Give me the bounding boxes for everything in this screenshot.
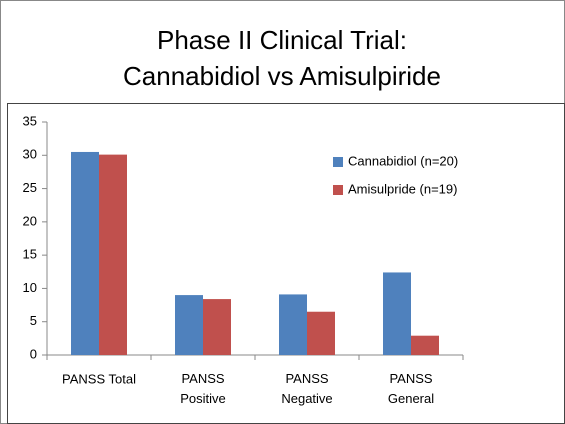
bar bbox=[175, 295, 203, 355]
y-tick-label: 0 bbox=[30, 346, 37, 361]
y-tick-label: 10 bbox=[23, 280, 37, 295]
legend-swatch bbox=[333, 157, 343, 167]
bar bbox=[411, 335, 439, 355]
bar bbox=[71, 151, 99, 355]
y-tick-label: 15 bbox=[23, 247, 37, 262]
bar bbox=[203, 299, 231, 355]
bar bbox=[307, 311, 335, 355]
x-tick-label: PANSS Positive bbox=[180, 371, 226, 406]
x-tick-label: PANSS General bbox=[388, 371, 434, 406]
bar bbox=[383, 272, 411, 355]
y-tick-label: 25 bbox=[23, 180, 37, 195]
bar bbox=[99, 154, 127, 355]
y-tick-label: 5 bbox=[30, 313, 37, 328]
y-tick-label: 35 bbox=[23, 113, 37, 128]
legend-label: Amisulpride (n=19) bbox=[348, 181, 457, 196]
legend-label: Cannabidiol (n=20) bbox=[348, 153, 458, 168]
legend-swatch bbox=[333, 185, 343, 195]
x-tick-label: PANSS Negative bbox=[281, 371, 332, 406]
x-tick-label: PANSS Total bbox=[62, 371, 136, 386]
y-tick-label: 20 bbox=[23, 213, 37, 228]
chart-title: Phase II Clinical Trial: Cannabidiol vs … bbox=[123, 25, 441, 91]
bar bbox=[279, 294, 307, 355]
y-tick-label: 30 bbox=[23, 147, 37, 162]
